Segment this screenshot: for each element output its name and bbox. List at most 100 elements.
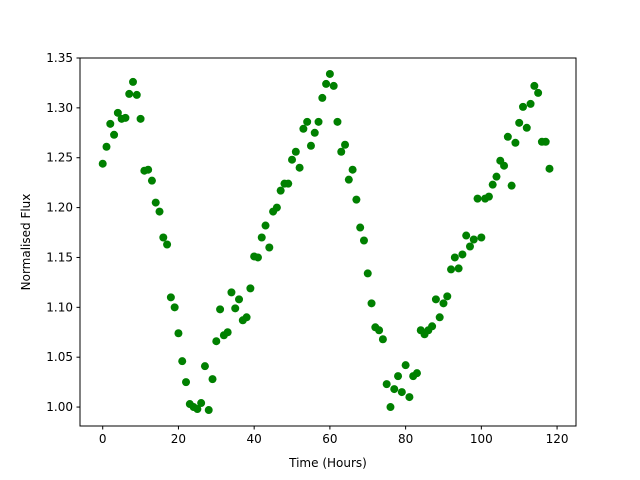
point: [170, 303, 179, 312]
point: [253, 253, 262, 262]
point: [394, 372, 403, 381]
point: [155, 207, 164, 216]
point: [500, 161, 509, 170]
point: [227, 288, 236, 297]
point: [106, 119, 115, 128]
point: [216, 305, 225, 314]
point: [428, 322, 437, 331]
x-tick-label: 80: [398, 432, 413, 446]
point: [344, 175, 353, 184]
point: [102, 142, 111, 151]
point: [363, 269, 372, 278]
point: [375, 326, 384, 335]
point: [412, 369, 421, 378]
y-tick-label: 1.05: [46, 350, 73, 364]
point: [257, 233, 266, 242]
point: [125, 89, 134, 98]
x-tick-label: 40: [247, 432, 262, 446]
point: [174, 329, 183, 338]
point: [454, 264, 463, 273]
point: [182, 378, 191, 387]
point: [132, 90, 141, 99]
point: [193, 405, 202, 414]
point: [530, 81, 539, 90]
point: [337, 147, 346, 156]
point: [113, 108, 122, 117]
point: [522, 123, 531, 132]
point: [526, 99, 535, 108]
point: [325, 69, 334, 78]
x-axis-label: Time (Hours): [288, 456, 367, 470]
point: [473, 194, 482, 203]
y-tick-label: 1.15: [46, 250, 73, 264]
point: [397, 388, 406, 397]
point: [147, 176, 156, 185]
point: [356, 223, 365, 232]
point: [204, 406, 213, 415]
point: [329, 81, 338, 90]
y-axis-label: Normalised Flux: [19, 194, 33, 291]
point: [163, 240, 172, 249]
point: [443, 292, 452, 301]
x-tick-label: 120: [546, 432, 569, 446]
point: [242, 313, 251, 322]
point: [534, 88, 543, 97]
point: [518, 102, 527, 111]
point: [265, 243, 274, 252]
point: [484, 192, 493, 201]
point: [98, 159, 107, 168]
point: [144, 165, 153, 174]
x-tick-label: 0: [99, 432, 107, 446]
point: [390, 385, 399, 394]
point: [178, 357, 187, 366]
point: [515, 118, 524, 127]
point: [450, 253, 459, 262]
point: [129, 77, 138, 86]
y-tick-label: 1.00: [46, 400, 73, 414]
point: [511, 138, 520, 147]
point: [246, 284, 255, 293]
point: [401, 361, 410, 370]
point: [314, 117, 323, 126]
point: [341, 140, 350, 149]
point: [545, 164, 554, 173]
point: [405, 393, 414, 402]
point: [110, 130, 119, 139]
y-tick-label: 1.30: [46, 101, 73, 115]
point: [288, 155, 297, 164]
point: [477, 233, 486, 242]
point: [386, 403, 395, 412]
point: [235, 295, 244, 304]
point: [447, 265, 456, 274]
point: [303, 117, 312, 126]
point: [541, 137, 550, 146]
point: [284, 179, 293, 188]
point: [200, 362, 209, 371]
point: [231, 304, 240, 313]
y-tick-label: 1.20: [46, 201, 73, 215]
point: [306, 141, 315, 150]
point: [318, 93, 327, 102]
point: [159, 233, 168, 242]
y-tick-label: 1.25: [46, 151, 73, 165]
point: [492, 172, 501, 181]
point: [299, 124, 308, 133]
point: [465, 242, 474, 251]
point: [382, 380, 391, 389]
point: [462, 231, 471, 240]
point: [136, 114, 145, 123]
y-tick-label: 1.35: [46, 51, 73, 65]
point: [208, 375, 217, 384]
point: [272, 203, 281, 212]
point: [435, 313, 444, 322]
point: [310, 128, 319, 137]
point: [458, 250, 467, 259]
axes-frame: [79, 57, 577, 427]
point: [223, 328, 232, 337]
point: [469, 235, 478, 244]
point: [197, 399, 206, 408]
point: [359, 236, 368, 245]
point: [291, 147, 300, 156]
point: [431, 295, 440, 304]
